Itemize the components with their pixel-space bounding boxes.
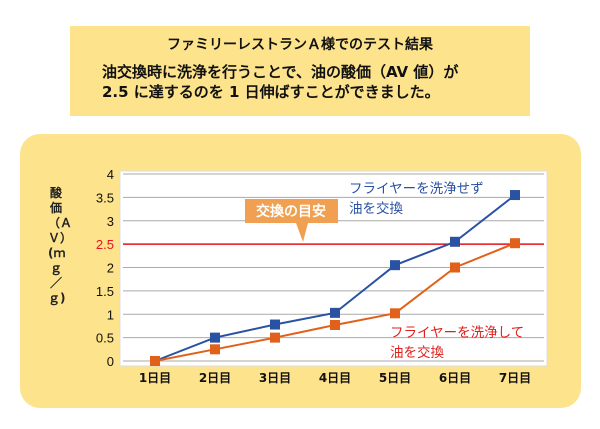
y-tick-label: 4 <box>107 167 114 182</box>
data-point <box>210 332 220 343</box>
y-tick-label: 3 <box>107 214 114 229</box>
data-point <box>510 190 520 201</box>
summary-title: ファミリーレストランＡ様でのテスト結果 <box>167 37 433 53</box>
data-point <box>510 238 520 249</box>
data-point <box>390 308 400 319</box>
y-tick-label: 2.5 <box>96 237 114 252</box>
series-label: フライヤーを洗浄して <box>390 325 524 341</box>
series-label: 油を交換 <box>390 344 444 361</box>
summary-line-2: 2.5 に達するのを 1 日伸ばすことができました。 <box>102 83 440 101</box>
series-label: 油を交換 <box>349 200 403 217</box>
data-point <box>270 319 280 330</box>
x-tick-label: 2日目 <box>199 371 231 385</box>
x-tick-label: 7日目 <box>499 371 531 385</box>
y-tick-label: 1 <box>107 307 114 322</box>
data-point <box>450 236 460 247</box>
x-tick-label: 6日目 <box>439 371 471 385</box>
data-point <box>330 320 340 331</box>
x-tick-label: 1日目 <box>139 371 171 385</box>
y-tick-label: 0 <box>107 354 114 369</box>
y-tick-label: 3.5 <box>96 190 114 205</box>
data-point <box>390 260 400 271</box>
threshold-callout <box>245 199 338 242</box>
summary-line-1: 油交換時に洗浄を行うことで、油の酸価（AV 値）が <box>102 63 459 81</box>
data-point <box>330 307 340 318</box>
summary-box: ファミリーレストランＡ様でのテスト結果 油交換時に洗浄を行うことで、油の酸価（A… <box>70 26 530 116</box>
y-tick-label: 0.5 <box>96 331 114 346</box>
series-label: フライヤーを洗浄せず <box>349 181 484 197</box>
x-tick-label: 3日目 <box>259 371 291 385</box>
x-tick-label: 4日目 <box>319 371 351 385</box>
y-tick-label: 1.5 <box>96 284 114 299</box>
threshold-label: 交換の目安 <box>256 203 326 220</box>
data-point <box>450 262 460 273</box>
data-point <box>210 344 220 355</box>
data-point <box>270 332 280 343</box>
x-tick-label: 5日目 <box>379 371 411 385</box>
y-tick-label: 2 <box>107 261 114 276</box>
data-point <box>150 356 160 366</box>
